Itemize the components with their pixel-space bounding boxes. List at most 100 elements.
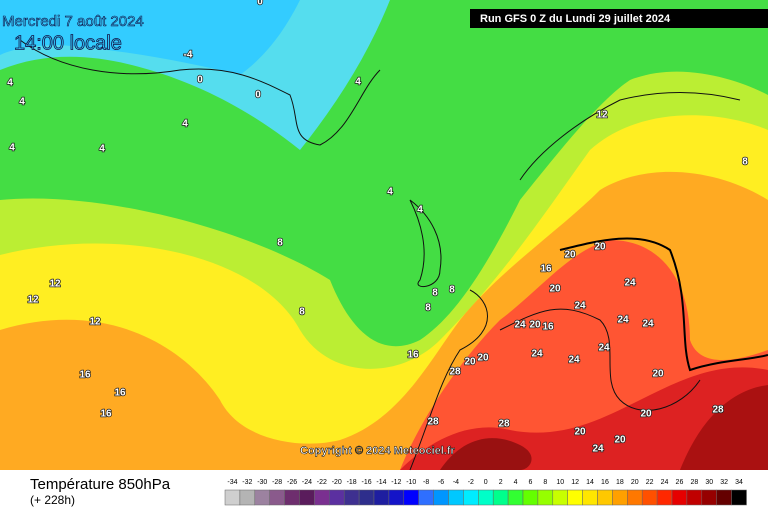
scale-swatch [552, 489, 568, 506]
isotherm-label: 4 [99, 144, 105, 155]
isotherm-label: 20 [549, 284, 561, 295]
isotherm-label: 12 [27, 295, 39, 306]
scale-label: -2 [468, 479, 474, 486]
isotherm-label: 20 [477, 353, 489, 364]
valid-date: Mercredi 7 août 2024 [2, 13, 144, 30]
scale-swatch [671, 489, 688, 506]
extreme-core [440, 438, 532, 470]
scale-label: 12 [571, 479, 579, 486]
isotherm-label: 12 [89, 317, 101, 328]
scale-swatch [433, 489, 449, 506]
isotherm-label: 8 [742, 157, 748, 168]
scale-swatch [641, 489, 658, 506]
isotherm-label: -4 [184, 50, 193, 61]
isotherm-label: 8 [432, 288, 438, 299]
scale-label: 0 [484, 479, 488, 486]
scale-label: -8 [423, 479, 429, 486]
scale-swatch [582, 489, 598, 506]
scale-swatch [507, 489, 524, 506]
scale-swatch [627, 489, 643, 506]
footer-title: Température 850hPa [30, 476, 171, 493]
isotherm-label: 24 [531, 349, 543, 360]
isotherm-label: 4 [387, 187, 393, 198]
scale-label: 32 [720, 479, 728, 486]
coastline [499, 308, 701, 411]
scale-label: -26 [287, 479, 297, 486]
isotherm-label: 20 [594, 242, 606, 253]
coastlines [19, 39, 741, 471]
scale-label: 18 [616, 479, 624, 486]
isotherm-label: 4 [355, 77, 361, 88]
coastline [409, 289, 488, 471]
scale-swatch [388, 489, 405, 506]
scale-label: 20 [631, 479, 639, 486]
scale-label: 30 [705, 479, 713, 486]
isotherm-label: 24 [514, 320, 526, 331]
isotherm-label: 12 [596, 110, 608, 121]
isotherm-label: 16 [542, 322, 554, 333]
isotherm-label: 16 [540, 264, 552, 275]
isotherm-label: 16 [407, 350, 419, 361]
scale-swatch [224, 489, 241, 506]
scale-label: -14 [376, 479, 386, 486]
run-info: Run GFS 0 Z du Lundi 29 juillet 2024 [480, 13, 671, 25]
scale-swatch [612, 489, 628, 506]
coastline [409, 199, 442, 288]
scale-label: 24 [661, 479, 669, 486]
scale-swatch [656, 489, 673, 506]
isotherm-label: 20 [529, 320, 541, 331]
isotherm-label: 24 [617, 315, 629, 326]
scale-swatch [448, 489, 464, 506]
scale-swatch [358, 489, 375, 506]
scale-label: 16 [601, 479, 609, 486]
extreme-core [680, 385, 768, 470]
scale-swatch [403, 489, 419, 506]
isotherm-label: 12 [49, 279, 61, 290]
coastline [519, 92, 741, 181]
scale-label: 8 [543, 479, 547, 486]
isotherm-label: 24 [642, 319, 654, 330]
isotherm-label: 16 [79, 370, 91, 381]
scale-label: 34 [735, 479, 743, 486]
isotherm-label: 4 [417, 205, 423, 216]
isotherm-label: 0 [197, 75, 203, 86]
scale-swatch [686, 489, 703, 506]
isotherm-label: 4 [19, 97, 25, 108]
scale-label: -34 [227, 479, 237, 486]
scale-swatch [239, 489, 256, 506]
scale-swatch [343, 489, 360, 506]
isotherm-label: 0 [255, 90, 261, 101]
scale-label: -18 [347, 479, 357, 486]
scale-swatch [329, 489, 345, 506]
scale-swatch [269, 489, 285, 506]
isotherm-label: 20 [564, 250, 576, 261]
isotherm-label: 20 [574, 427, 586, 438]
copyright: Copyright © 2024 Meteociel.fr [300, 445, 456, 457]
scale-swatch [597, 489, 613, 506]
scale-swatch [478, 489, 494, 506]
scale-label: 26 [676, 479, 684, 486]
isotherm [559, 237, 768, 372]
cold-core [0, 0, 300, 75]
scale-swatch [254, 489, 270, 506]
scale-label: 22 [646, 479, 654, 486]
isotherm-label: 24 [568, 355, 580, 366]
scale-swatch [701, 489, 717, 506]
scale-label: -6 [438, 479, 444, 486]
isotherm-label: 8 [299, 307, 305, 318]
isotherm-label: 8 [277, 238, 283, 249]
scale-swatch [537, 489, 554, 506]
scale-swatch [284, 489, 300, 506]
scale-label: -28 [272, 479, 282, 486]
scale-label: -22 [317, 479, 327, 486]
scale-label: 2 [499, 479, 503, 486]
scale-swatch [418, 489, 434, 506]
scale-label: -32 [242, 479, 252, 486]
isotherm-label: 20 [652, 369, 664, 380]
scale-label: -4 [453, 479, 459, 486]
scale-label: -30 [257, 479, 267, 486]
isotherm-label: 20 [464, 357, 476, 368]
scale-swatch [731, 489, 747, 506]
